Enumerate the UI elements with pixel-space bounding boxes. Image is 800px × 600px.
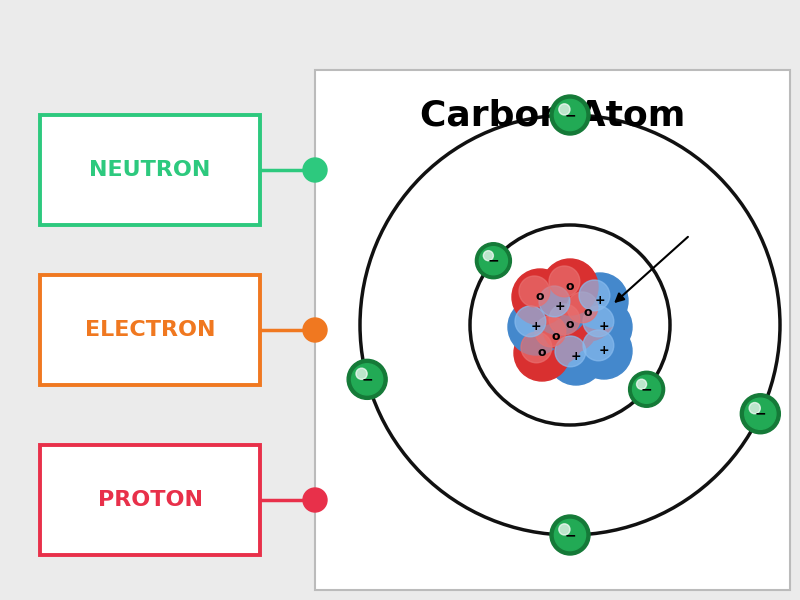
Circle shape [539,286,570,317]
Circle shape [583,330,614,361]
Circle shape [576,299,632,355]
Text: +: + [598,344,610,358]
Bar [315,70,790,590]
Circle shape [532,279,588,335]
Circle shape [347,359,387,400]
Circle shape [303,488,327,512]
Text: −: − [564,108,576,122]
Text: o: o [566,280,574,293]
Circle shape [303,318,327,342]
Text: −: − [362,373,373,386]
Circle shape [550,515,590,555]
Bar [40,445,260,555]
Text: +: + [598,320,610,334]
Circle shape [479,247,507,275]
Text: +: + [530,320,542,334]
Text: −: − [754,407,766,421]
Circle shape [558,104,570,115]
Text: NEUTRON: NEUTRON [90,160,210,180]
Text: −: − [564,528,576,542]
Circle shape [576,323,632,379]
Text: −: − [487,254,499,268]
Circle shape [514,325,570,381]
Bar [40,275,260,385]
Circle shape [629,371,665,407]
Text: o: o [552,331,560,343]
Circle shape [549,304,580,335]
Circle shape [633,375,661,403]
Circle shape [583,306,614,337]
Circle shape [560,285,616,341]
Circle shape [356,368,367,379]
Circle shape [549,266,580,297]
Circle shape [508,299,564,355]
Circle shape [475,243,511,279]
Circle shape [567,292,598,323]
Text: Carbon Atom: Carbon Atom [420,98,685,132]
Bar [40,115,260,225]
Circle shape [512,269,568,325]
Circle shape [558,524,570,535]
Circle shape [351,364,382,395]
Circle shape [521,332,552,363]
Circle shape [740,394,780,434]
Circle shape [637,379,646,389]
Text: +: + [594,295,606,307]
Circle shape [528,309,584,365]
Circle shape [483,251,494,261]
Circle shape [548,329,604,385]
Circle shape [303,158,327,182]
Text: +: + [554,301,566,313]
Text: o: o [538,346,546,359]
Circle shape [550,95,590,135]
Circle shape [542,259,598,315]
Text: o: o [536,290,544,304]
Text: PROTON: PROTON [98,490,202,510]
Circle shape [554,100,586,131]
Circle shape [579,280,610,311]
Circle shape [519,276,550,307]
Circle shape [535,316,566,347]
Circle shape [745,398,776,430]
Text: o: o [584,307,592,319]
Text: +: + [570,350,582,364]
Circle shape [554,520,586,551]
Circle shape [749,403,760,414]
Text: −: − [641,382,653,396]
Text: o: o [566,319,574,331]
Text: ELECTRON: ELECTRON [85,320,215,340]
Circle shape [572,273,628,329]
Circle shape [542,297,598,353]
Circle shape [515,306,546,337]
Circle shape [555,336,586,367]
